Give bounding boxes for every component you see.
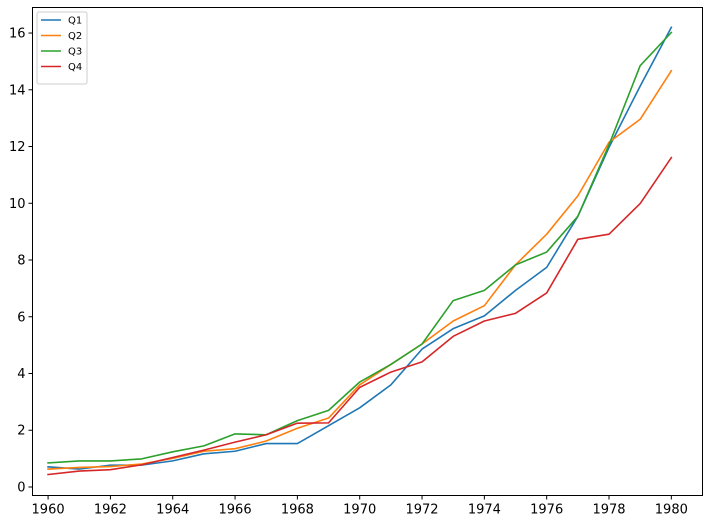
x-tick-label: 1980	[655, 503, 688, 518]
y-tick-label: 0	[17, 480, 25, 495]
x-tick-label: 1970	[343, 503, 376, 518]
series-layer	[47, 26, 673, 476]
y-tick-label: 4	[17, 367, 25, 382]
y-tick-label: 2	[17, 424, 25, 439]
y-tick-label: 16	[9, 27, 26, 42]
series-line-q4	[47, 156, 673, 476]
y-tick-label: 14	[9, 83, 26, 98]
x-tick-label: 1968	[281, 503, 314, 518]
x-tick-label: 1966	[219, 503, 252, 518]
legend-label-q3: Q3	[68, 47, 82, 58]
y-tick-label: 10	[9, 197, 26, 212]
x-tick-label: 1972	[405, 503, 438, 518]
axes-layer: 1960 1962 1964 1966 1968 1970 1972 1974 1976 1978…	[9, 27, 688, 518]
plot-area	[32, 7, 703, 496]
series-line-q1	[47, 26, 673, 470]
x-tick-label: 1978	[592, 503, 625, 518]
x-tick-label: 1974	[468, 503, 501, 518]
x-tick-label: 1964	[156, 503, 189, 518]
x-tick-label: 1962	[94, 503, 127, 518]
y-tick-label: 6	[17, 310, 25, 325]
legend: Q1 Q2 Q3 Q4	[36, 11, 88, 85]
x-tick-label: 1960	[32, 503, 65, 518]
legend-label-q1: Q1	[68, 16, 82, 27]
y-tick-label: 8	[17, 254, 25, 269]
legend-label-q2: Q2	[68, 31, 82, 42]
series-line-q3	[47, 31, 673, 464]
legend-label-q4: Q4	[68, 62, 82, 73]
x-tick-label: 1976	[530, 503, 563, 518]
y-tick-label: 12	[9, 140, 26, 155]
